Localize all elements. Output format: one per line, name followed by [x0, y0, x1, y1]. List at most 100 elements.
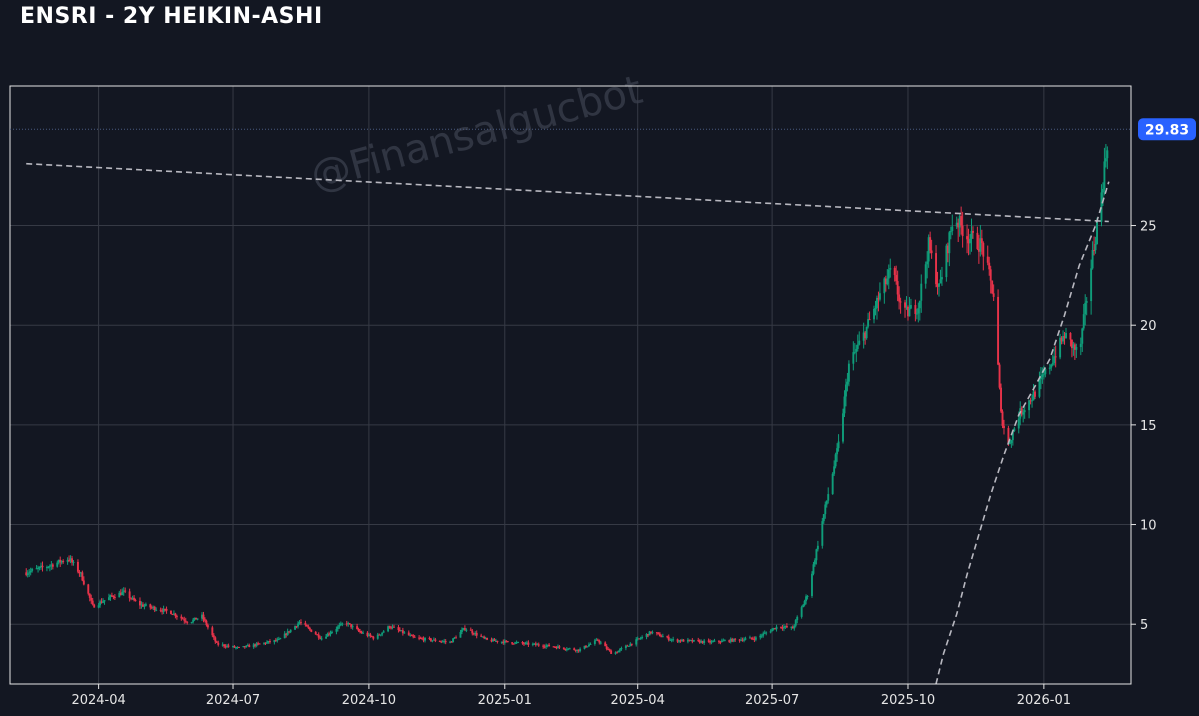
candle-body: [494, 640, 497, 642]
candle-body: [472, 633, 475, 635]
candle-body: [958, 216, 961, 228]
candle-body: [579, 648, 582, 652]
candle-body: [676, 639, 679, 642]
candle-body: [712, 641, 714, 643]
candle-body: [421, 638, 424, 640]
candle-body: [56, 562, 59, 567]
candle-body: [527, 642, 530, 645]
candle-body: [376, 634, 379, 639]
candle-body: [1032, 391, 1035, 401]
candle-body: [1054, 356, 1057, 358]
candle-body: [1060, 337, 1063, 342]
candle-body: [455, 637, 457, 639]
candle-body: [610, 650, 613, 654]
candle-body: [598, 640, 601, 643]
trendline-layer: [26, 162, 1110, 685]
candle-body: [960, 216, 963, 226]
candle-body: [729, 638, 732, 642]
candle-body: [345, 623, 348, 625]
candle-body: [174, 613, 177, 617]
candle-body: [564, 648, 567, 650]
candle-body: [381, 632, 384, 635]
candle-body: [131, 597, 134, 599]
candle-body: [957, 222, 960, 228]
candle-body: [781, 627, 784, 629]
candle-body: [543, 646, 546, 648]
candle-body: [339, 623, 342, 626]
candle-body: [233, 646, 236, 648]
candle-body: [666, 636, 669, 638]
candle-body: [419, 638, 422, 640]
candle-body: [1039, 376, 1042, 380]
candle-body: [790, 626, 793, 628]
candle-body: [686, 639, 689, 642]
candle-body: [124, 590, 127, 592]
candle-body: [834, 454, 837, 467]
candle-body: [418, 637, 421, 639]
candle-body: [463, 628, 466, 630]
candle-body: [360, 632, 363, 634]
candle-body: [183, 619, 186, 621]
candle-body: [483, 636, 486, 638]
candle-body: [626, 645, 629, 647]
candle-body: [264, 642, 267, 644]
candle-body: [825, 500, 828, 505]
candle-body: [102, 601, 105, 603]
candle-body: [372, 636, 375, 639]
candle-body: [762, 633, 765, 636]
candle-body: [635, 639, 638, 645]
candle-body: [616, 652, 618, 654]
candle-body: [774, 628, 777, 630]
candle-body: [128, 591, 131, 599]
candle-body: [28, 572, 31, 574]
candle-body: [951, 226, 954, 232]
x-tick-label: 2024-07: [206, 693, 260, 708]
candle-body: [181, 618, 184, 620]
candle-body: [997, 296, 1000, 365]
candle-body: [1106, 150, 1109, 159]
candle-body: [855, 348, 858, 352]
candle-body: [150, 607, 153, 609]
candle-body: [434, 639, 437, 642]
candle-body: [905, 306, 908, 308]
candle-body: [617, 650, 620, 653]
x-tick-label: 2024-04: [71, 693, 125, 708]
candle-body: [565, 649, 568, 651]
candle-body: [60, 560, 63, 563]
candle-body: [243, 646, 246, 648]
candle-body: [305, 624, 308, 627]
candle-body: [331, 631, 333, 633]
candle-body: [171, 614, 174, 616]
candle-body: [867, 319, 870, 327]
candle-body: [1003, 425, 1005, 429]
candle-body: [873, 308, 875, 320]
candle-body: [40, 565, 42, 567]
candle-body: [242, 646, 245, 648]
candle-body: [904, 302, 906, 308]
candle-body: [382, 631, 385, 633]
candle-body: [118, 592, 121, 598]
candle-body: [1044, 368, 1047, 375]
candle-body: [728, 640, 731, 642]
candle-body: [877, 297, 880, 300]
candle-body: [624, 645, 627, 649]
candle-body: [977, 248, 980, 252]
candle-body: [460, 629, 463, 632]
candle-body: [760, 635, 763, 637]
candle-body: [514, 642, 517, 644]
candle-body: [449, 641, 452, 643]
candle-body: [35, 568, 38, 570]
candle-body: [25, 572, 28, 576]
candle-body: [175, 616, 178, 618]
candle-body: [907, 306, 909, 317]
candle-body: [567, 648, 570, 650]
candle-body: [366, 632, 369, 636]
candle-body: [568, 648, 571, 650]
candle-body: [401, 630, 404, 634]
candle-body: [140, 604, 143, 606]
candle-body: [214, 637, 217, 642]
candle-body: [720, 640, 723, 643]
candle-body: [836, 448, 839, 455]
candle-body: [703, 640, 706, 643]
candle-body: [465, 629, 468, 631]
